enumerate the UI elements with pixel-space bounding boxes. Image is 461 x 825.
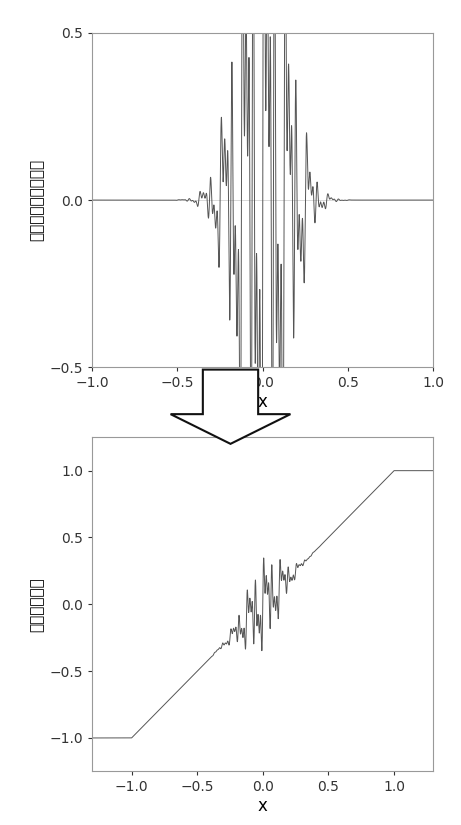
X-axis label: x: x [258, 393, 268, 411]
X-axis label: x: x [258, 797, 268, 815]
Y-axis label: 多频正弦信号参数値: 多频正弦信号参数値 [29, 159, 44, 241]
Polygon shape [171, 370, 290, 444]
Y-axis label: 激活函数的値: 激活函数的値 [29, 577, 44, 632]
